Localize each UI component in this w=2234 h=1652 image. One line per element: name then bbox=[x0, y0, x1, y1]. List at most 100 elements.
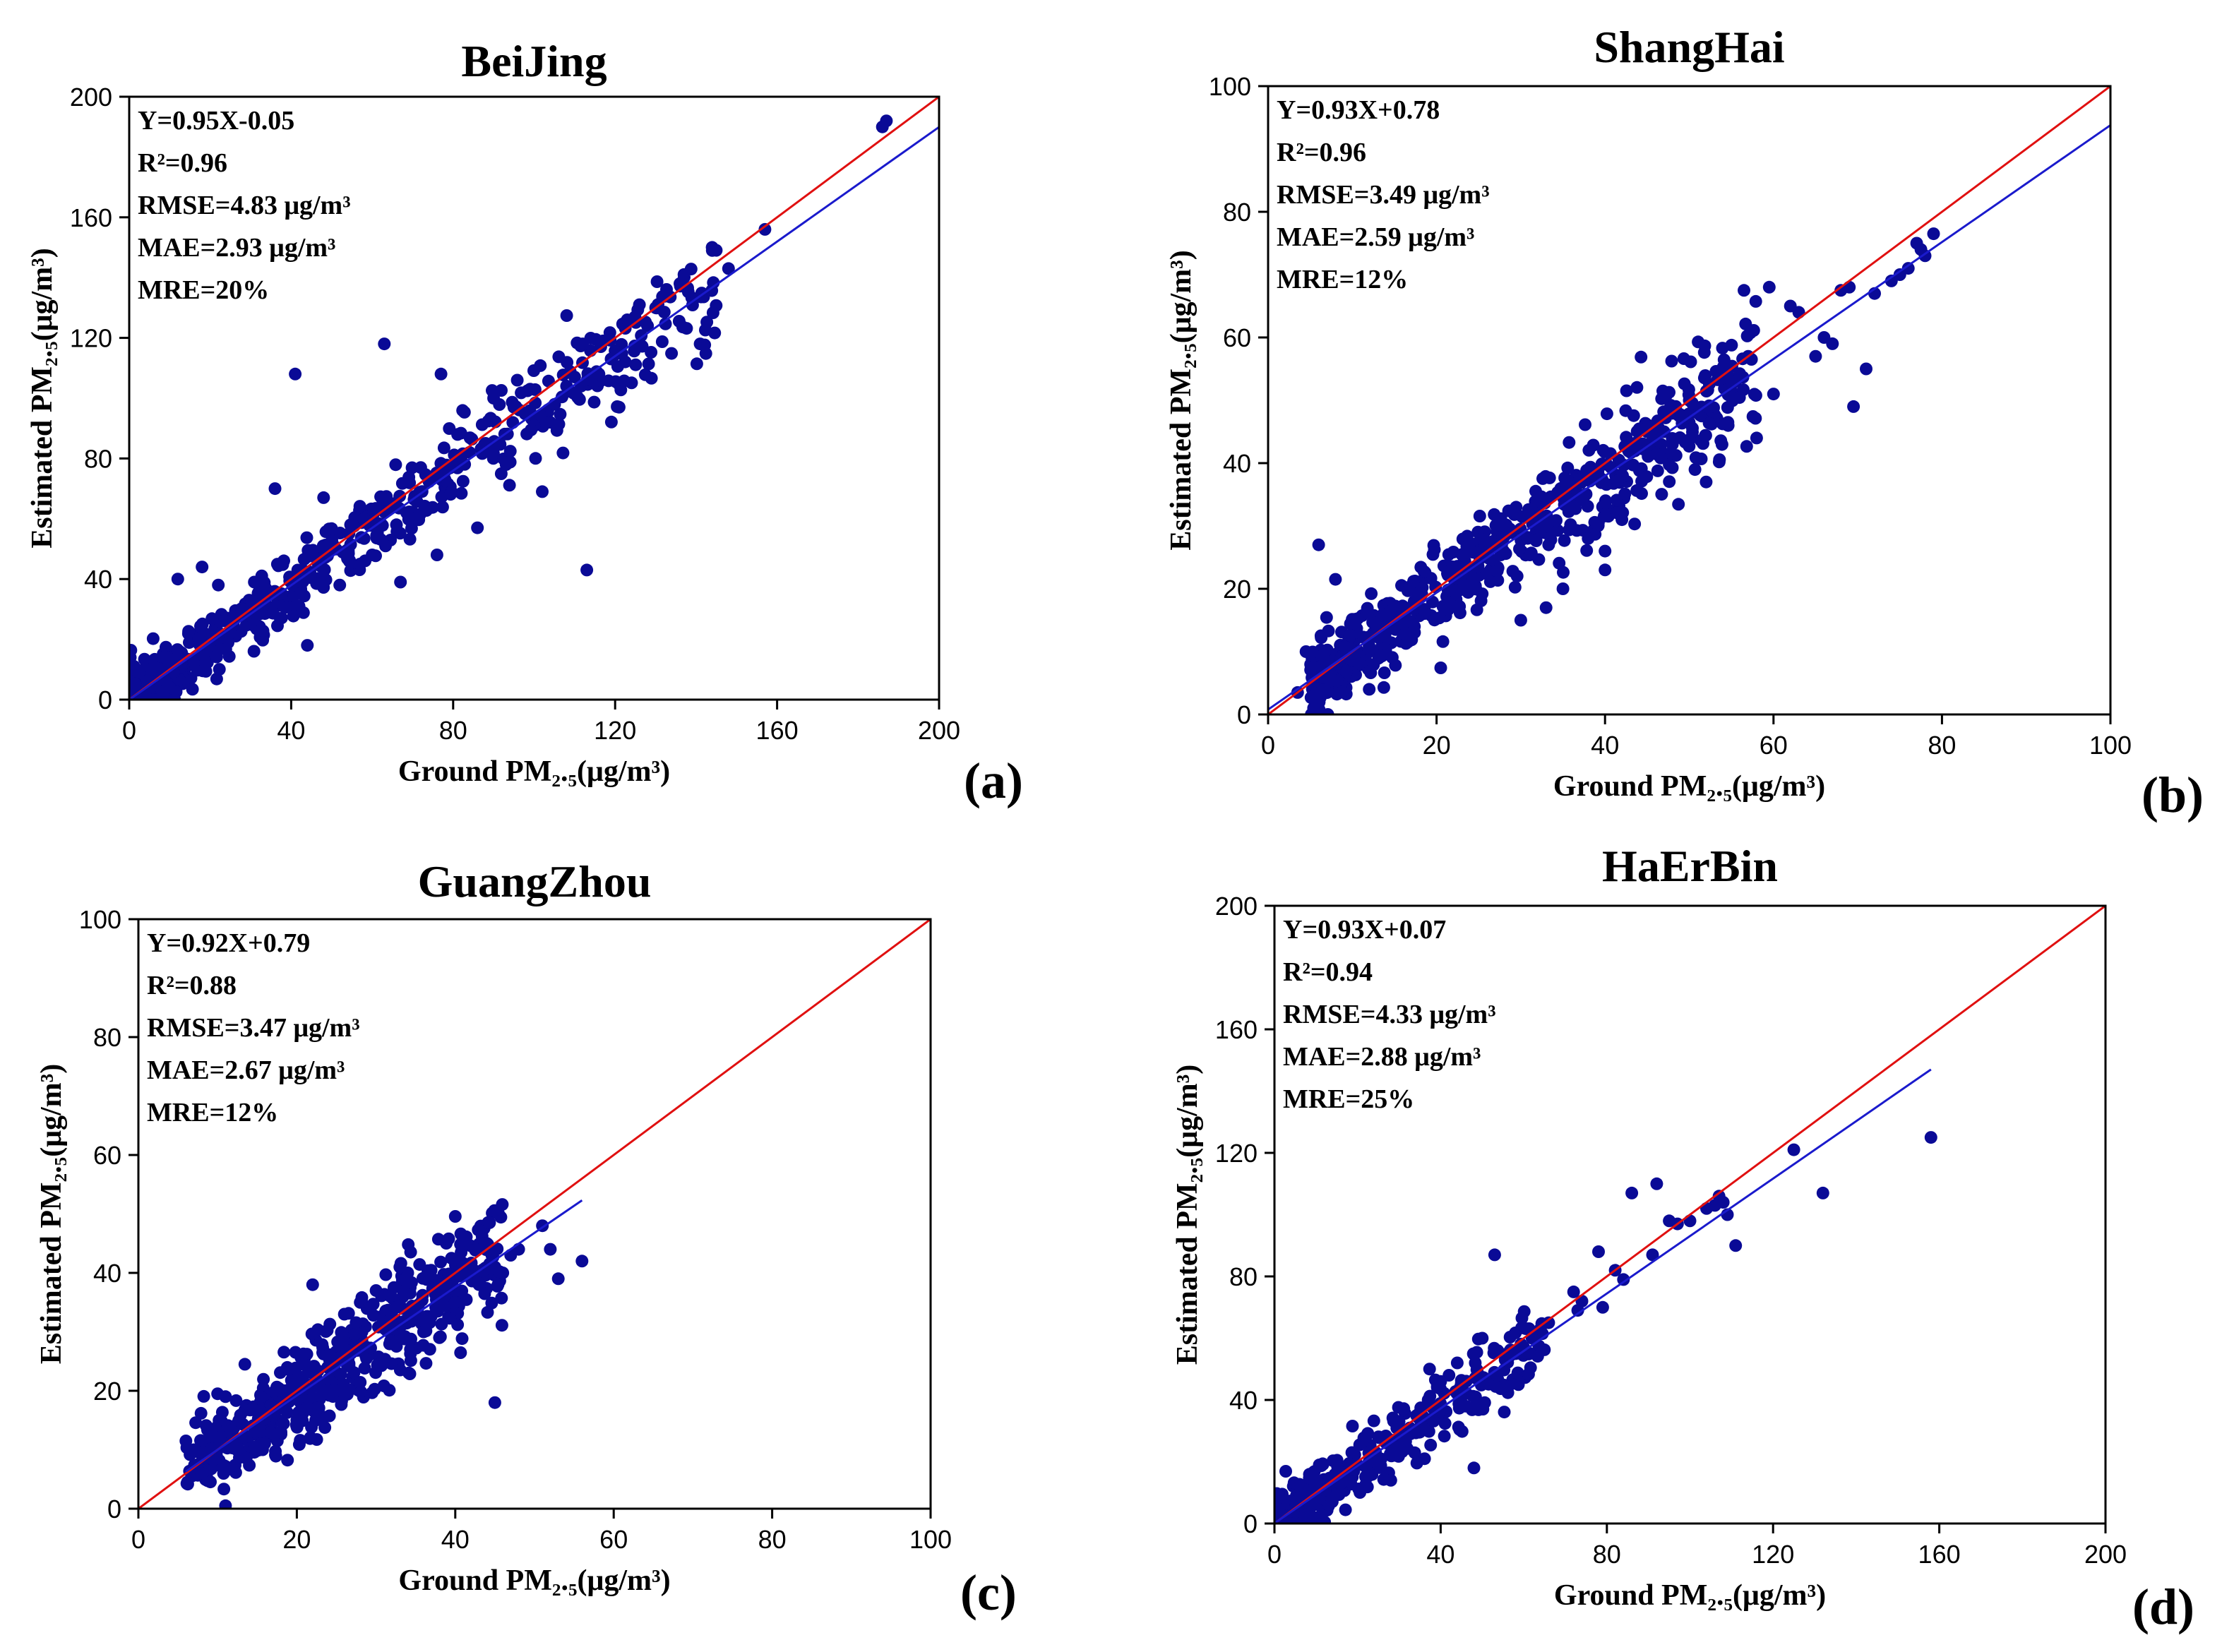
data-point bbox=[480, 1237, 494, 1250]
data-point bbox=[180, 1477, 193, 1490]
data-point bbox=[354, 1385, 368, 1399]
x-axis-label: Ground PM₂.₅(μg/m³) bbox=[1553, 770, 1825, 803]
one-to-one-line bbox=[129, 97, 939, 700]
data-point bbox=[1427, 539, 1440, 552]
data-point bbox=[434, 1255, 448, 1269]
data-point bbox=[315, 1384, 328, 1397]
y-tick-label: 160 bbox=[1215, 1015, 1258, 1044]
stats-line: R²=0.96 bbox=[138, 148, 227, 178]
data-point bbox=[289, 367, 302, 381]
data-point bbox=[1762, 280, 1776, 294]
data-point bbox=[1467, 546, 1480, 559]
data-point bbox=[1531, 1350, 1544, 1363]
data-point bbox=[412, 513, 426, 527]
data-point bbox=[1362, 642, 1375, 656]
data-point bbox=[289, 1346, 302, 1359]
data-point bbox=[568, 371, 581, 384]
data-point bbox=[1488, 1248, 1501, 1262]
data-point bbox=[348, 1328, 362, 1341]
data-point bbox=[1651, 414, 1664, 428]
data-point bbox=[1733, 391, 1746, 405]
data-point bbox=[1682, 407, 1695, 421]
data-point bbox=[357, 512, 371, 525]
data-point bbox=[381, 1303, 395, 1317]
data-point bbox=[1571, 1304, 1584, 1317]
y-tick-label: 60 bbox=[93, 1141, 121, 1170]
data-point bbox=[292, 1392, 305, 1405]
data-point bbox=[448, 1210, 462, 1223]
x-tick-label: 20 bbox=[282, 1525, 311, 1554]
data-point bbox=[301, 639, 314, 652]
stats-line: Y=0.93X+0.78 bbox=[1277, 95, 1440, 125]
data-point bbox=[205, 1430, 218, 1443]
data-point bbox=[536, 485, 549, 498]
data-point bbox=[366, 1386, 378, 1399]
data-point bbox=[297, 606, 310, 619]
data-point bbox=[402, 1238, 415, 1251]
data-point bbox=[1348, 654, 1361, 667]
data-point bbox=[1367, 1414, 1380, 1427]
data-point bbox=[454, 1346, 467, 1359]
data-point bbox=[1750, 431, 1763, 445]
data-point bbox=[300, 531, 313, 544]
data-point bbox=[1470, 1346, 1483, 1359]
x-tick-label: 80 bbox=[758, 1525, 787, 1554]
data-point bbox=[1436, 635, 1450, 648]
chart-title: HaErBin bbox=[1602, 841, 1778, 891]
data-point bbox=[705, 244, 719, 257]
data-point bbox=[309, 1374, 322, 1387]
data-point bbox=[369, 1284, 383, 1297]
data-point bbox=[628, 345, 641, 358]
data-point bbox=[234, 1449, 248, 1462]
data-point bbox=[319, 1325, 333, 1338]
data-point bbox=[306, 1278, 319, 1291]
stats-line: RMSE=4.33 μg/m³ bbox=[1283, 1000, 1496, 1029]
data-point bbox=[699, 323, 712, 337]
data-point bbox=[575, 1255, 589, 1268]
x-tick-label: 60 bbox=[1760, 731, 1788, 760]
data-point bbox=[264, 1425, 277, 1439]
y-tick-label: 80 bbox=[93, 1023, 121, 1052]
data-point bbox=[1551, 524, 1565, 537]
data-point bbox=[496, 1267, 510, 1279]
data-point bbox=[1816, 1186, 1829, 1199]
data-point bbox=[211, 1387, 225, 1401]
data-point bbox=[1467, 1461, 1481, 1475]
chart-title: BeiJing bbox=[461, 36, 607, 86]
y-tick-label: 80 bbox=[1223, 198, 1251, 227]
data-point bbox=[196, 648, 210, 662]
chart-panel-a: BeiJing 0 40 80 120 160 200 0 40 80 120 160 200 Groun… bbox=[26, 36, 1023, 809]
data-point bbox=[1740, 329, 1754, 342]
data-point bbox=[330, 1384, 343, 1397]
data-point bbox=[1434, 1375, 1447, 1388]
data-point bbox=[217, 1467, 230, 1480]
data-point bbox=[372, 1320, 385, 1334]
y-tick-label: 0 bbox=[1243, 1509, 1258, 1538]
data-point bbox=[1514, 613, 1527, 627]
x-tick-label: 0 bbox=[122, 716, 136, 745]
data-point bbox=[1301, 1509, 1313, 1522]
data-point bbox=[556, 446, 570, 460]
data-point bbox=[1651, 464, 1664, 477]
data-point bbox=[1556, 582, 1570, 595]
data-point bbox=[1500, 1347, 1514, 1360]
data-point bbox=[280, 1360, 294, 1374]
one-to-one-line bbox=[1268, 86, 2110, 714]
data-point bbox=[642, 357, 655, 371]
data-point bbox=[1410, 1456, 1423, 1470]
x-tick-label: 160 bbox=[756, 716, 799, 745]
stats-line: MRE=20% bbox=[138, 275, 269, 305]
data-point bbox=[305, 1420, 318, 1434]
data-point bbox=[523, 383, 537, 396]
data-point bbox=[499, 458, 513, 471]
data-point bbox=[424, 1264, 438, 1277]
data-point bbox=[475, 418, 489, 431]
stats-line: R²=0.96 bbox=[1277, 138, 1366, 167]
data-point bbox=[470, 1243, 483, 1257]
data-point bbox=[1299, 1483, 1313, 1497]
stats-line: MRE=12% bbox=[147, 1098, 278, 1127]
x-tick-label: 120 bbox=[1752, 1540, 1794, 1569]
data-point bbox=[1901, 262, 1915, 275]
data-point bbox=[1599, 563, 1612, 577]
data-point bbox=[179, 1435, 193, 1447]
